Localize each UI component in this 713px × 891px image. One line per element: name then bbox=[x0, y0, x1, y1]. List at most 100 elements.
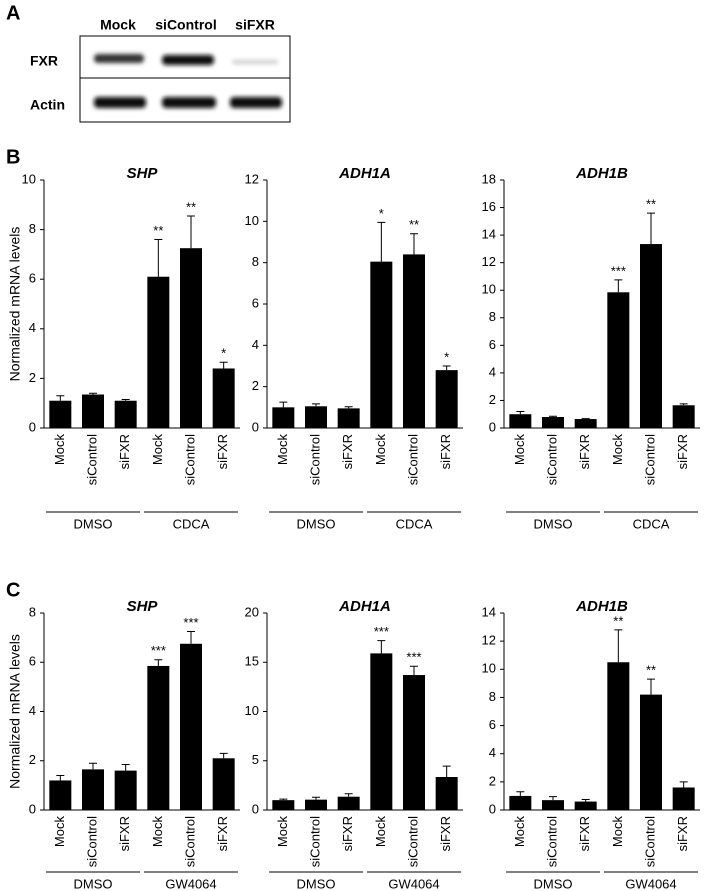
band bbox=[230, 97, 282, 108]
lane-label: siControl bbox=[155, 17, 216, 33]
group-label: GW4064 bbox=[165, 876, 216, 891]
x-tick-label: siFXR bbox=[675, 434, 690, 469]
y-axis-label: Normalized mRNA levels bbox=[7, 227, 23, 382]
bar bbox=[403, 254, 425, 428]
x-tick-label: siFXR bbox=[117, 434, 132, 469]
bar bbox=[542, 800, 564, 810]
group-label: DMSO bbox=[297, 516, 336, 531]
y-tick-label: 16 bbox=[482, 199, 496, 214]
y-tick-label: 4 bbox=[489, 364, 496, 379]
chart-title: ADH1B bbox=[575, 598, 628, 615]
bar bbox=[574, 419, 597, 428]
x-tick-label: Mock bbox=[610, 816, 625, 848]
x-tick-label: siFXR bbox=[117, 816, 132, 851]
bar bbox=[305, 406, 327, 428]
x-tick-label: siControl bbox=[182, 816, 197, 867]
x-tick-label: Mock bbox=[373, 816, 388, 848]
x-tick-label: siControl bbox=[544, 816, 559, 867]
x-tick-label: Mock bbox=[275, 434, 290, 466]
band bbox=[94, 54, 144, 63]
y-tick-label: 12 bbox=[482, 633, 496, 648]
error-bar bbox=[219, 361, 228, 369]
y-tick-label: 4 bbox=[29, 703, 36, 718]
error-bar bbox=[219, 752, 228, 759]
lane-label: siFXR bbox=[235, 17, 275, 33]
bar bbox=[542, 416, 564, 428]
x-tick-label: Mock bbox=[610, 434, 625, 466]
bar bbox=[305, 799, 327, 810]
y-tick-label: 0 bbox=[29, 419, 36, 434]
panel-letter: A bbox=[6, 2, 20, 24]
bar bbox=[114, 770, 137, 810]
group-label: CDCA bbox=[633, 516, 670, 531]
x-tick-label: siControl bbox=[405, 434, 420, 485]
error-bar bbox=[312, 796, 320, 800]
x-tick-label: Mock bbox=[52, 816, 67, 848]
bar bbox=[640, 694, 662, 810]
x-tick-label: siControl bbox=[84, 816, 99, 867]
y-tick-label: 2 bbox=[252, 378, 259, 393]
bar bbox=[435, 777, 458, 810]
group-label: DMSO bbox=[534, 516, 573, 531]
y-tick-label: 12 bbox=[482, 254, 496, 269]
error-bar bbox=[154, 659, 163, 666]
bar bbox=[212, 368, 235, 428]
bar bbox=[337, 796, 360, 810]
x-tick-label: siControl bbox=[544, 434, 559, 485]
y-tick-label: 2 bbox=[489, 773, 496, 788]
band bbox=[94, 97, 146, 108]
error-bar bbox=[377, 221, 386, 262]
error-bar bbox=[89, 392, 97, 395]
x-tick-label: Mock bbox=[150, 816, 165, 848]
y-tick-label: 10 bbox=[245, 213, 259, 228]
bar bbox=[509, 795, 532, 810]
y-tick-label: 0 bbox=[252, 419, 259, 434]
y-tick-label: 15 bbox=[245, 654, 259, 669]
bar bbox=[272, 800, 295, 810]
error-bar bbox=[56, 395, 65, 401]
error-bar bbox=[614, 629, 623, 663]
y-tick-label: 10 bbox=[482, 282, 496, 297]
error-bar bbox=[647, 678, 655, 695]
group-label: DMSO bbox=[74, 516, 113, 531]
x-tick-label: Mock bbox=[373, 434, 388, 466]
x-tick-label: siFXR bbox=[577, 434, 592, 469]
bar bbox=[607, 662, 630, 810]
x-tick-label: Mock bbox=[150, 434, 165, 466]
y-tick-label: 12 bbox=[245, 171, 259, 186]
band bbox=[162, 55, 214, 65]
bar bbox=[82, 394, 104, 428]
group-label: DMSO bbox=[297, 876, 336, 891]
bar bbox=[337, 408, 360, 428]
bar bbox=[147, 276, 170, 428]
band bbox=[232, 60, 278, 64]
error-bar bbox=[679, 781, 688, 788]
y-tick-label: 10 bbox=[482, 661, 496, 676]
error-bar bbox=[549, 796, 557, 801]
error-bar bbox=[56, 775, 65, 781]
significance: ** bbox=[409, 217, 419, 232]
bar bbox=[509, 414, 532, 428]
y-tick-label: 4 bbox=[489, 745, 496, 760]
y-tick-label: 10 bbox=[22, 171, 36, 186]
x-tick-label: siFXR bbox=[340, 816, 355, 851]
x-tick-label: siControl bbox=[405, 816, 420, 867]
row-label: Actin bbox=[30, 97, 65, 113]
bar bbox=[49, 780, 72, 810]
y-tick-label: 2 bbox=[29, 752, 36, 767]
error-bar bbox=[614, 279, 623, 293]
error-bar bbox=[279, 798, 288, 801]
chart-title: SHP bbox=[127, 598, 159, 615]
bar bbox=[403, 675, 425, 810]
y-tick-label: 14 bbox=[482, 227, 496, 242]
y-tick-label: 4 bbox=[29, 320, 36, 335]
y-tick-label: 10 bbox=[245, 703, 259, 718]
lane-label: Mock bbox=[100, 17, 136, 33]
band bbox=[162, 97, 216, 108]
significance: ** bbox=[613, 613, 623, 628]
blot-frame bbox=[79, 35, 291, 123]
x-tick-label: siFXR bbox=[215, 816, 230, 851]
y-tick-label: 14 bbox=[482, 604, 496, 619]
error-bar bbox=[154, 239, 163, 277]
